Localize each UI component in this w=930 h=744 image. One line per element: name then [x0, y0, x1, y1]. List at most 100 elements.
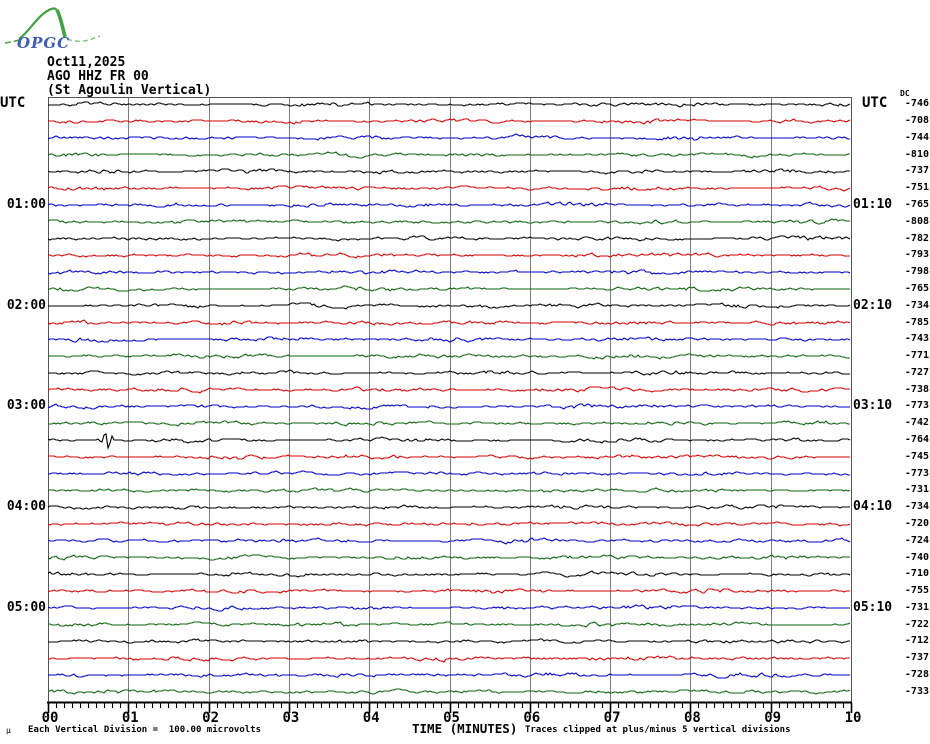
vertical-division-note: Each Vertical Division = 100.00 microvol… [28, 725, 261, 735]
dc-offset-value: -742 [904, 417, 929, 429]
seismo-trace [48, 101, 851, 108]
x-tick-label: 05 [443, 710, 460, 726]
seismo-trace [47, 133, 850, 141]
dc-offset-value: -773 [904, 400, 929, 412]
dc-offset-value: -771 [904, 350, 929, 362]
seismo-trace [47, 386, 850, 394]
opgc-logo: OPGC [4, 7, 101, 52]
seismo-trace [48, 420, 850, 427]
logo-dash-right [66, 35, 101, 42]
seismo-trace [47, 433, 851, 451]
seismo-trace [48, 353, 850, 360]
seismo-trace [48, 638, 850, 644]
corner-glyph: μ [6, 726, 11, 735]
dc-offset-value: -746 [904, 98, 929, 110]
x-tick-label: 10 [844, 710, 862, 726]
dc-offset-value: -765 [904, 282, 929, 294]
left-time-label: 05:00 [6, 599, 46, 615]
dc-offset-value: -728 [904, 669, 929, 681]
seismo-trace [48, 655, 850, 663]
seismo-trace [47, 537, 851, 545]
left-time-label: 04:00 [6, 499, 46, 515]
dc-column-header: DC [900, 89, 910, 98]
seismo-trace [48, 285, 850, 292]
seismo-trace [48, 369, 850, 376]
dc-offset-value: -745 [904, 450, 929, 462]
utc-right-header: UTC [862, 95, 888, 111]
right-time-label: 02:10 [853, 297, 893, 313]
seismo-trace [47, 554, 850, 561]
right-time-label: 05:10 [853, 599, 893, 615]
seismo-trace [48, 470, 850, 476]
seismo-trace [48, 454, 850, 460]
header-station-code: AGO HHZ FR 00 [47, 69, 149, 84]
seismo-trace [47, 504, 850, 510]
dc-offset-value: -734 [904, 299, 929, 311]
header-station-name: (St Agoulin Vertical) [47, 83, 212, 98]
seismo-trace [47, 588, 850, 594]
dc-offset-value: -738 [904, 383, 929, 395]
x-tick-label: 02 [202, 710, 220, 726]
dc-offset-value: -734 [904, 501, 929, 513]
x-axis-title: TIME (MINUTES) [412, 721, 518, 736]
logo-text: OPGC [17, 34, 70, 52]
seismo-trace [47, 336, 851, 343]
dc-offset-value: -720 [904, 517, 929, 529]
seismo-trace [47, 269, 851, 275]
seismo-trace [47, 185, 851, 192]
right-time-label: 01:10 [853, 197, 893, 213]
dc-offset-value: -712 [904, 635, 929, 647]
right-time-label: 03:10 [853, 398, 893, 414]
seismo-trace [47, 521, 851, 527]
dc-offset-value: -744 [904, 131, 929, 143]
dc-offset-value: -785 [904, 316, 929, 328]
seismo-trace [47, 403, 850, 410]
left-time-label: 02:00 [6, 297, 46, 313]
dc-offset-value: -810 [904, 148, 929, 160]
seismo-trace [48, 621, 851, 628]
header-date: Oct11,2025 [47, 55, 126, 70]
dc-offset-value: -743 [904, 333, 929, 345]
seismo-trace [47, 151, 850, 159]
x-tick-label: 09 [764, 710, 782, 726]
dc-offset-value: -755 [904, 585, 929, 597]
seismo-trace [47, 604, 850, 612]
dc-offset-value: -708 [904, 115, 929, 127]
seismo-trace [48, 688, 851, 695]
seismo-trace [47, 218, 850, 225]
dc-offset-value: -764 [904, 434, 929, 446]
x-tick-label: 04 [362, 710, 380, 726]
dc-offset-value: -740 [904, 551, 929, 563]
dc-offset-value: -731 [904, 484, 929, 496]
dc-offset-value: -727 [904, 366, 929, 378]
x-tick-label: 08 [683, 710, 701, 726]
x-tick-label: 01 [121, 710, 139, 726]
dc-offset-value: -751 [904, 182, 929, 194]
seismo-trace [48, 302, 851, 310]
left-time-label: 01:00 [6, 197, 46, 213]
seismo-trace [48, 487, 851, 493]
dc-offset-value: -798 [904, 266, 929, 278]
dc-offset-value: -737 [904, 165, 929, 177]
seismo-trace [47, 168, 850, 175]
x-tick-label: 06 [523, 710, 541, 726]
dc-offset-value: -731 [904, 601, 929, 613]
dc-offset-value: -782 [904, 232, 929, 244]
dc-offset-value: -722 [904, 618, 929, 630]
seismo-trace [48, 118, 851, 125]
dc-offset-value: -773 [904, 467, 929, 479]
x-tick-label: 03 [282, 710, 300, 726]
dc-offset-value: -724 [904, 534, 929, 546]
left-time-label: 03:00 [6, 398, 46, 414]
logo-dash-left [4, 39, 20, 44]
dc-offset-value: -808 [904, 215, 929, 227]
logo-mountain-ridge-icon [18, 7, 58, 40]
x-tick-label: 00 [41, 710, 59, 726]
logo-mountain-slope-icon [55, 9, 67, 38]
clipping-note: Traces clipped at plus/minus 5 vertical … [525, 725, 791, 735]
seismo-trace [47, 570, 851, 578]
x-tick-label: 07 [603, 710, 621, 726]
right-time-label: 04:10 [853, 499, 893, 515]
